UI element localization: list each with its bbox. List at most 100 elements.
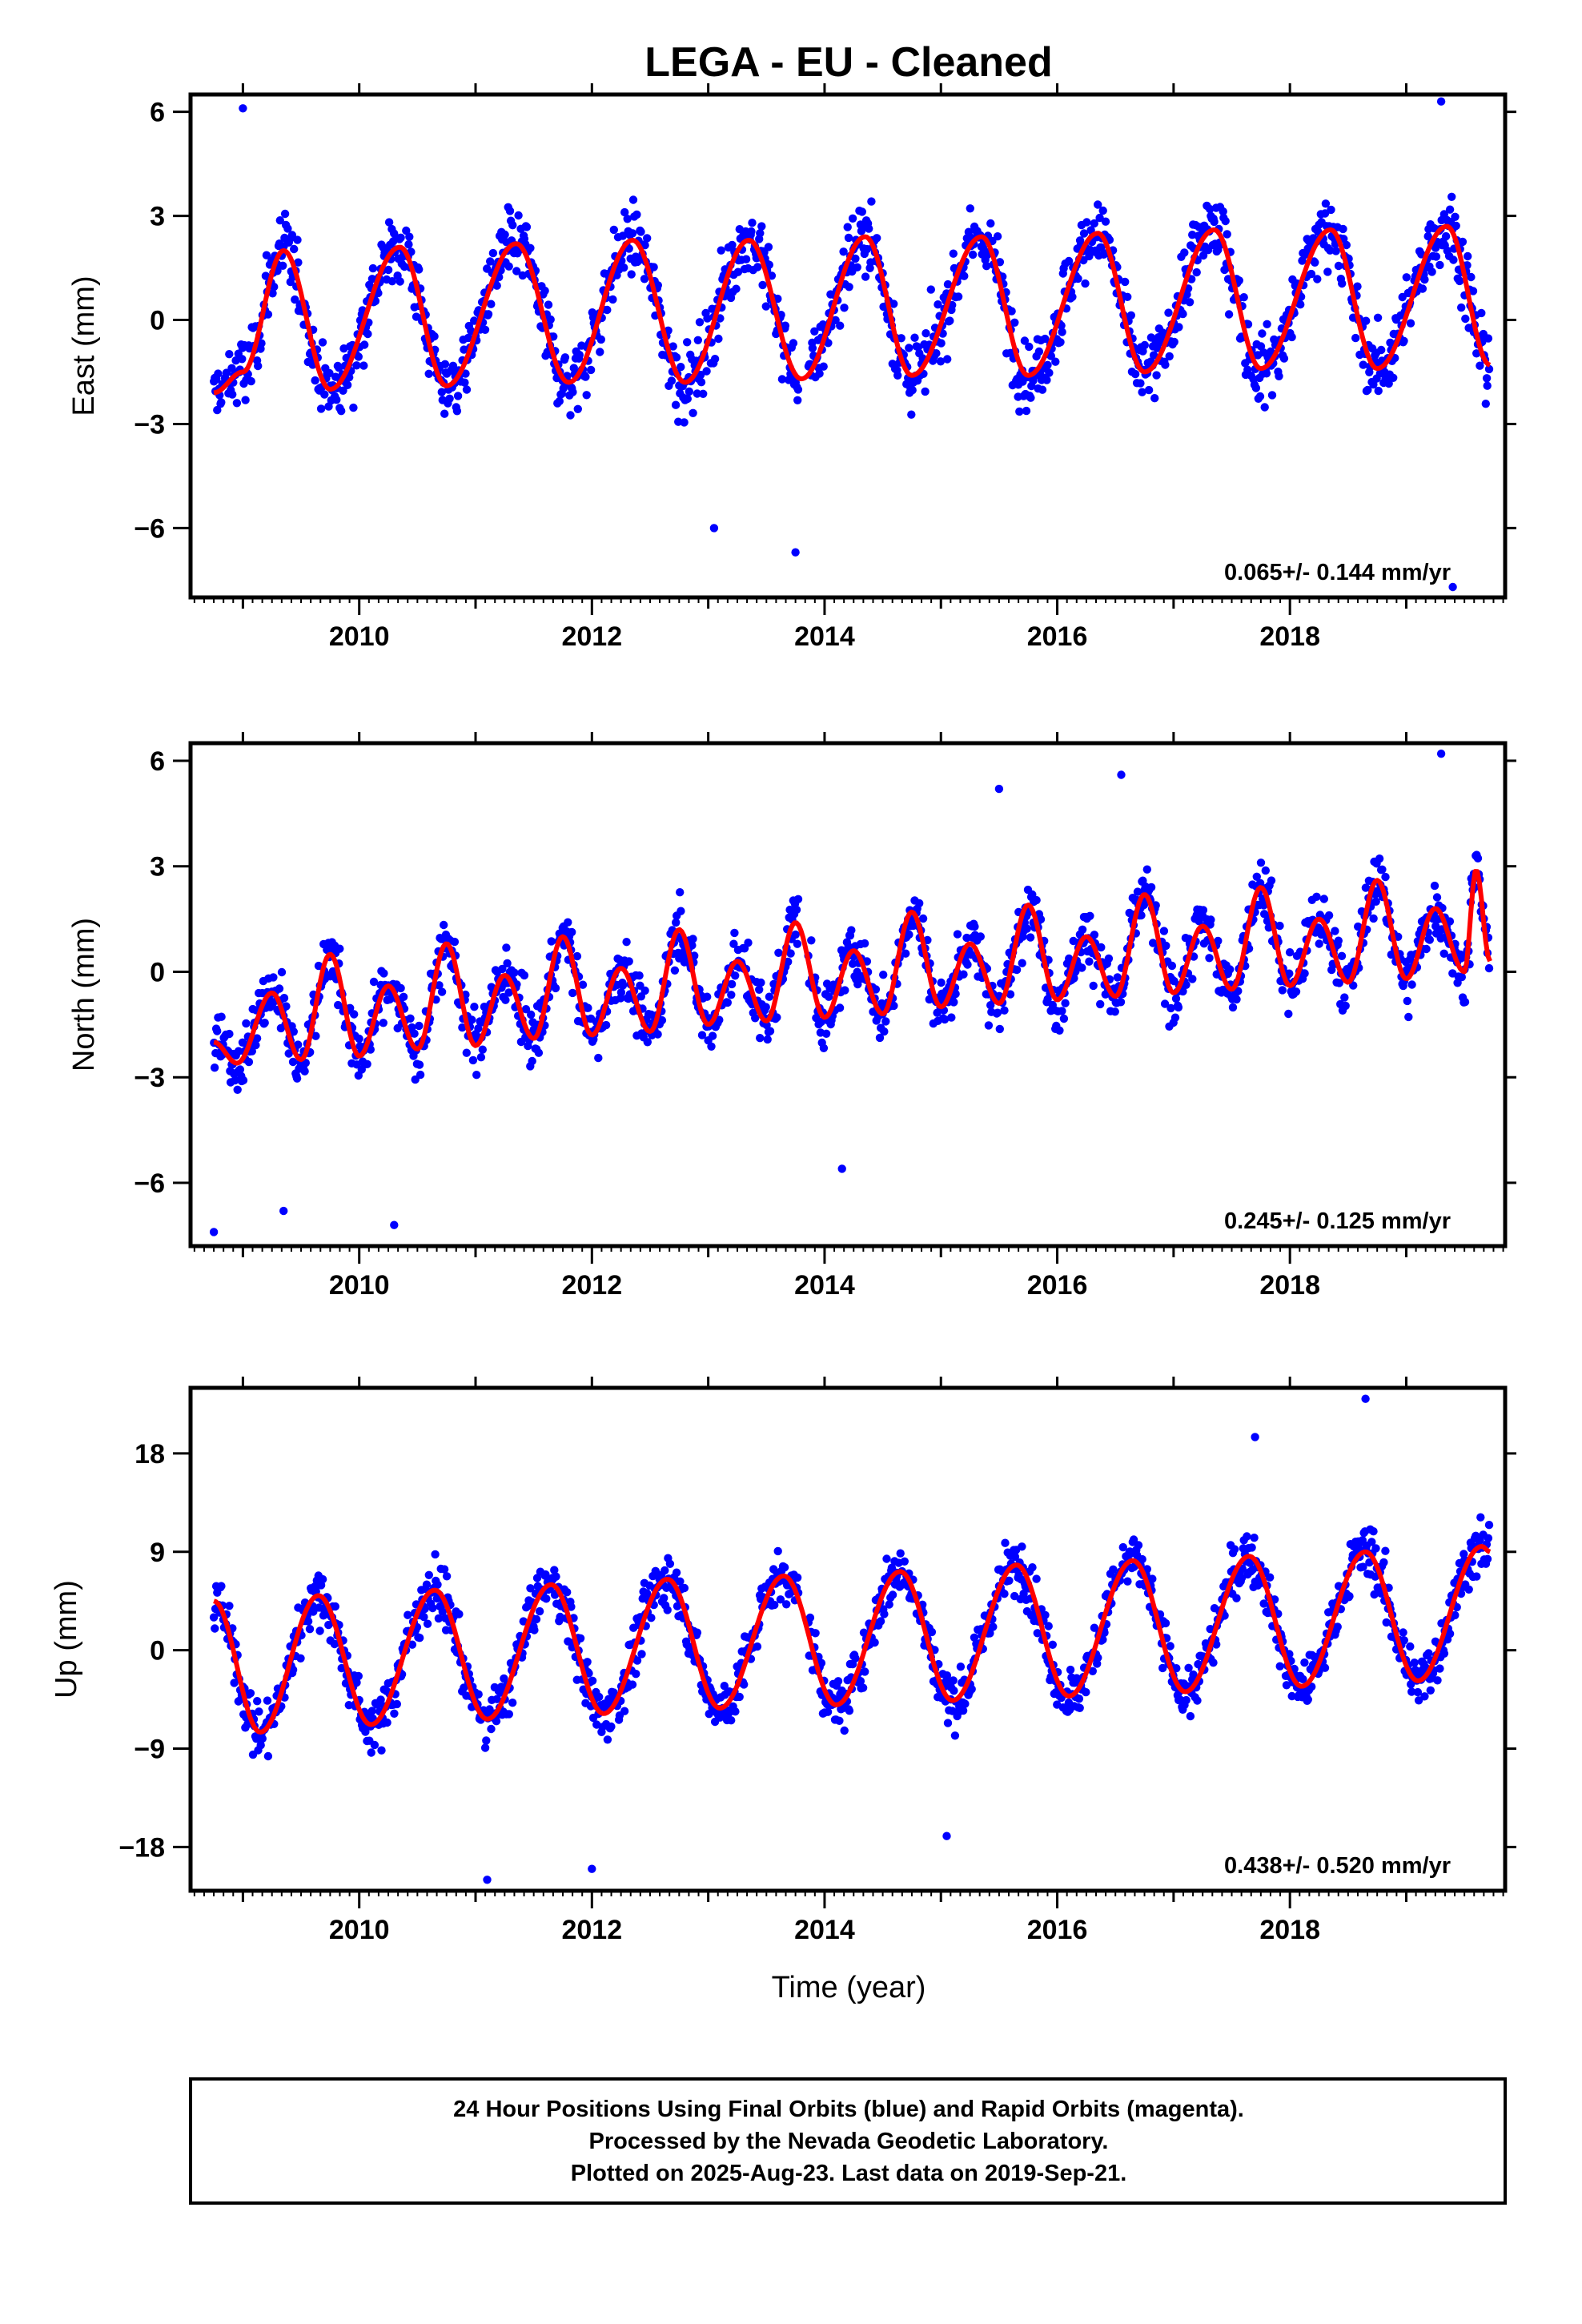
east-data-point bbox=[227, 364, 236, 372]
east-data-point bbox=[1374, 386, 1383, 396]
north-data-point bbox=[1291, 987, 1301, 996]
north-data-point bbox=[284, 1049, 293, 1058]
up-data-point bbox=[390, 1709, 399, 1718]
east-data-point bbox=[949, 249, 958, 258]
north-data-point bbox=[1022, 924, 1032, 933]
up-data-point bbox=[1414, 1696, 1423, 1705]
east-data-point bbox=[1481, 400, 1491, 408]
north-data-point bbox=[670, 966, 680, 975]
east-data-point bbox=[213, 405, 222, 415]
east-data-point bbox=[575, 351, 584, 360]
east-data-point bbox=[1267, 391, 1277, 400]
north-data-point bbox=[793, 895, 803, 904]
east-outlier-point bbox=[239, 104, 247, 113]
up-data-point bbox=[753, 1642, 762, 1651]
north-data-point bbox=[1089, 981, 1098, 991]
up-data-point bbox=[424, 1570, 433, 1580]
north-data-point bbox=[762, 1020, 771, 1030]
north-data-point bbox=[1378, 865, 1387, 875]
north-data-point bbox=[688, 941, 697, 950]
north-data-point bbox=[730, 928, 739, 938]
up-data-point bbox=[665, 1559, 675, 1569]
up-data-point bbox=[735, 1692, 744, 1702]
east-x-tick-label: 2012 bbox=[561, 621, 622, 652]
north-data-point bbox=[1439, 949, 1448, 959]
up-data-point bbox=[1420, 1692, 1429, 1701]
east-data-point bbox=[512, 267, 521, 275]
east-x-axis: 2010 2012 2014 2016 2018 bbox=[193, 83, 1504, 652]
north-data-point bbox=[235, 1065, 245, 1074]
east-data-point bbox=[640, 275, 649, 283]
up-data-point bbox=[588, 1676, 597, 1685]
east-data-point bbox=[649, 263, 658, 271]
east-data-point bbox=[404, 240, 413, 249]
up-data-point bbox=[876, 1617, 885, 1626]
east-data-point bbox=[1423, 231, 1432, 241]
north-data-point bbox=[875, 1033, 885, 1043]
east-data-point bbox=[966, 204, 975, 213]
east-data-point bbox=[1353, 282, 1362, 291]
east-data-point bbox=[1064, 256, 1074, 266]
up-data-point bbox=[383, 1718, 391, 1727]
north-data-point bbox=[755, 985, 764, 995]
north-data-point bbox=[1205, 954, 1214, 963]
up-data-point bbox=[1369, 1527, 1378, 1536]
east-data-point bbox=[765, 260, 773, 269]
east-data-point bbox=[609, 225, 618, 235]
up-data-point bbox=[637, 1650, 646, 1659]
east-data-point bbox=[714, 334, 723, 344]
east-data-point bbox=[508, 221, 517, 230]
east-data-point bbox=[1321, 199, 1331, 208]
up-data-point bbox=[354, 1671, 363, 1681]
north-y-tick-label: 6 bbox=[150, 746, 165, 777]
up-data-point bbox=[263, 1696, 272, 1705]
up-data-point bbox=[258, 1734, 267, 1743]
north-data-point bbox=[501, 995, 510, 1004]
up-data-point bbox=[780, 1563, 789, 1572]
east-data-point bbox=[1034, 347, 1044, 356]
north-outlier-point bbox=[837, 1164, 846, 1173]
up-data-point bbox=[431, 1550, 440, 1559]
east-data-point bbox=[573, 404, 582, 413]
north-data-point bbox=[416, 1070, 425, 1080]
up-data-point bbox=[1148, 1574, 1157, 1583]
north-data-point bbox=[476, 1053, 486, 1062]
north-outlier-point bbox=[390, 1220, 399, 1229]
up-data-point bbox=[376, 1695, 385, 1704]
up-data-point bbox=[1382, 1618, 1391, 1627]
east-data-point bbox=[293, 235, 302, 244]
north-data-point bbox=[947, 1013, 956, 1022]
east-data-point bbox=[1178, 309, 1187, 319]
north-data-point bbox=[729, 939, 738, 948]
north-data-point bbox=[244, 1057, 254, 1067]
east-data-point bbox=[1263, 320, 1271, 328]
north-data-points bbox=[209, 750, 1494, 1236]
east-plot-area bbox=[210, 97, 1494, 592]
up-data-point bbox=[958, 1706, 968, 1715]
up-data-point bbox=[542, 1594, 551, 1603]
up-data-point bbox=[337, 1663, 346, 1673]
north-data-point bbox=[1381, 872, 1390, 882]
north-data-point bbox=[1055, 1026, 1064, 1035]
east-data-point bbox=[1339, 224, 1347, 234]
north-data-point bbox=[1228, 1003, 1238, 1012]
north-data-point bbox=[366, 1045, 375, 1054]
east-frame bbox=[188, 92, 1508, 600]
north-data-point bbox=[1460, 998, 1470, 1007]
north-data-point bbox=[527, 1010, 536, 1019]
east-data-point bbox=[851, 254, 860, 263]
north-data-point bbox=[369, 977, 379, 987]
east-data-point bbox=[1164, 308, 1173, 317]
east-data-point bbox=[1136, 379, 1145, 388]
north-y-tick-label: 3 bbox=[150, 852, 165, 883]
up-data-point bbox=[693, 1628, 702, 1637]
north-x-tick-label: 2010 bbox=[329, 1270, 390, 1301]
north-outlier-point bbox=[1117, 770, 1126, 779]
east-outlier-point bbox=[1448, 582, 1457, 592]
up-data-point bbox=[672, 1568, 681, 1577]
north-data-point bbox=[300, 1067, 309, 1076]
east-data-point bbox=[1235, 276, 1244, 285]
north-data-point bbox=[918, 914, 928, 923]
north-data-point bbox=[288, 1057, 298, 1067]
north-data-point bbox=[1445, 917, 1455, 926]
